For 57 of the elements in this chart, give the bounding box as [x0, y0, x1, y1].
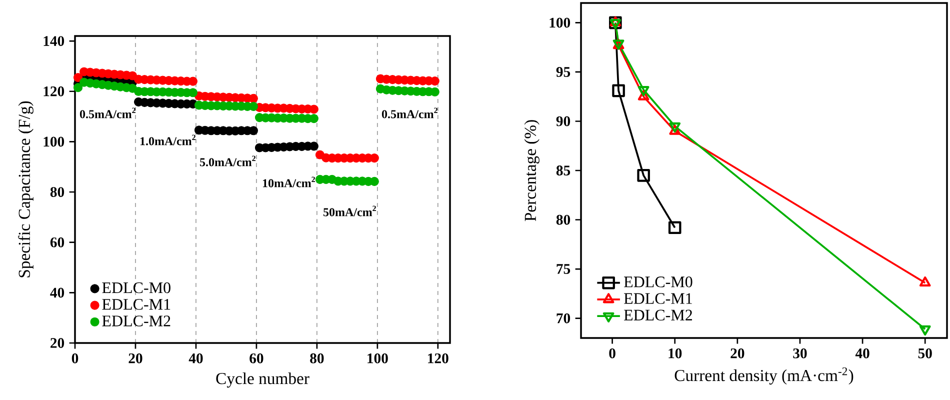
point — [609, 16, 622, 30]
x-tick-label: 20 — [128, 353, 142, 364]
annotation: 1.0mA/cm$^{2}$ — [140, 134, 196, 146]
y-tick-label: 85 — [556, 166, 570, 176]
x-axis-title: Current density (mA·cm$^{-2}$) — [674, 367, 854, 385]
legend-label: EDLC-M2 — [624, 310, 692, 320]
y-tick-label: 100 — [44, 136, 64, 147]
x-tick-label: 40 — [855, 348, 870, 358]
x-tick-label: 100 — [368, 353, 388, 364]
point — [919, 325, 931, 336]
y-axis-title: Specific Capacitance (F/g) — [18, 101, 34, 278]
annotation: 10mA/cm$^{2}$ — [262, 176, 315, 188]
y-tick-label: 80 — [556, 214, 570, 225]
x-tick-label: 0 — [609, 348, 616, 358]
y-tick-label: 140 — [44, 36, 64, 46]
y-tick-label: 20 — [50, 338, 64, 348]
legend-label: EDLC-M1 — [102, 298, 170, 310]
legend-label: EDLC-M1 — [624, 293, 692, 304]
point — [610, 18, 622, 30]
point — [73, 72, 83, 82]
annotation: 0.5mA/cm$^{2}$ — [382, 108, 438, 118]
y-tick-label: 70 — [556, 313, 570, 324]
legend-label: EDLC-M0 — [102, 282, 170, 294]
legend-label: EDLC-M2 — [102, 316, 170, 326]
point — [73, 83, 83, 92]
point — [612, 84, 625, 98]
x-tick-label: 40 — [188, 353, 203, 364]
x-tick-label: 60 — [250, 353, 264, 364]
x-tick-label: 20 — [730, 348, 744, 358]
x-tick-label: 80 — [310, 353, 324, 364]
point — [919, 276, 931, 287]
x-tick-label: 120 — [428, 353, 448, 364]
y-tick-label: 120 — [44, 86, 64, 96]
annotation: 5.0mA/cm$^{2}$ — [200, 156, 256, 166]
y-axis-title: Percentage (%) — [524, 120, 540, 222]
y-tick-label: 40 — [50, 288, 64, 298]
y-tick-label: 100 — [550, 18, 570, 28]
point — [669, 124, 681, 135]
point — [610, 16, 622, 26]
point — [637, 169, 650, 182]
y-tick-label: 95 — [556, 67, 570, 77]
annotation: 50mA/cm$^{2}$ — [323, 206, 376, 216]
point — [668, 221, 682, 234]
x-tick-label: 30 — [793, 348, 807, 358]
point — [638, 86, 650, 96]
x-tick-label: 10 — [668, 348, 682, 358]
legend-label: EDLC-M0 — [624, 276, 692, 288]
point — [638, 90, 650, 100]
point — [669, 122, 681, 133]
y-tick-label: 75 — [556, 264, 570, 274]
y-tick-label: 90 — [556, 116, 570, 126]
y-tick-label: 60 — [50, 237, 64, 248]
x-axis-title: Cycle number — [216, 372, 310, 388]
y-tick-label: 80 — [50, 187, 64, 197]
x-tick-label: 50 — [918, 348, 932, 358]
x-tick-label: 0 — [72, 353, 78, 364]
annotation: 0.5mA/cm$^{2}$ — [80, 108, 136, 118]
